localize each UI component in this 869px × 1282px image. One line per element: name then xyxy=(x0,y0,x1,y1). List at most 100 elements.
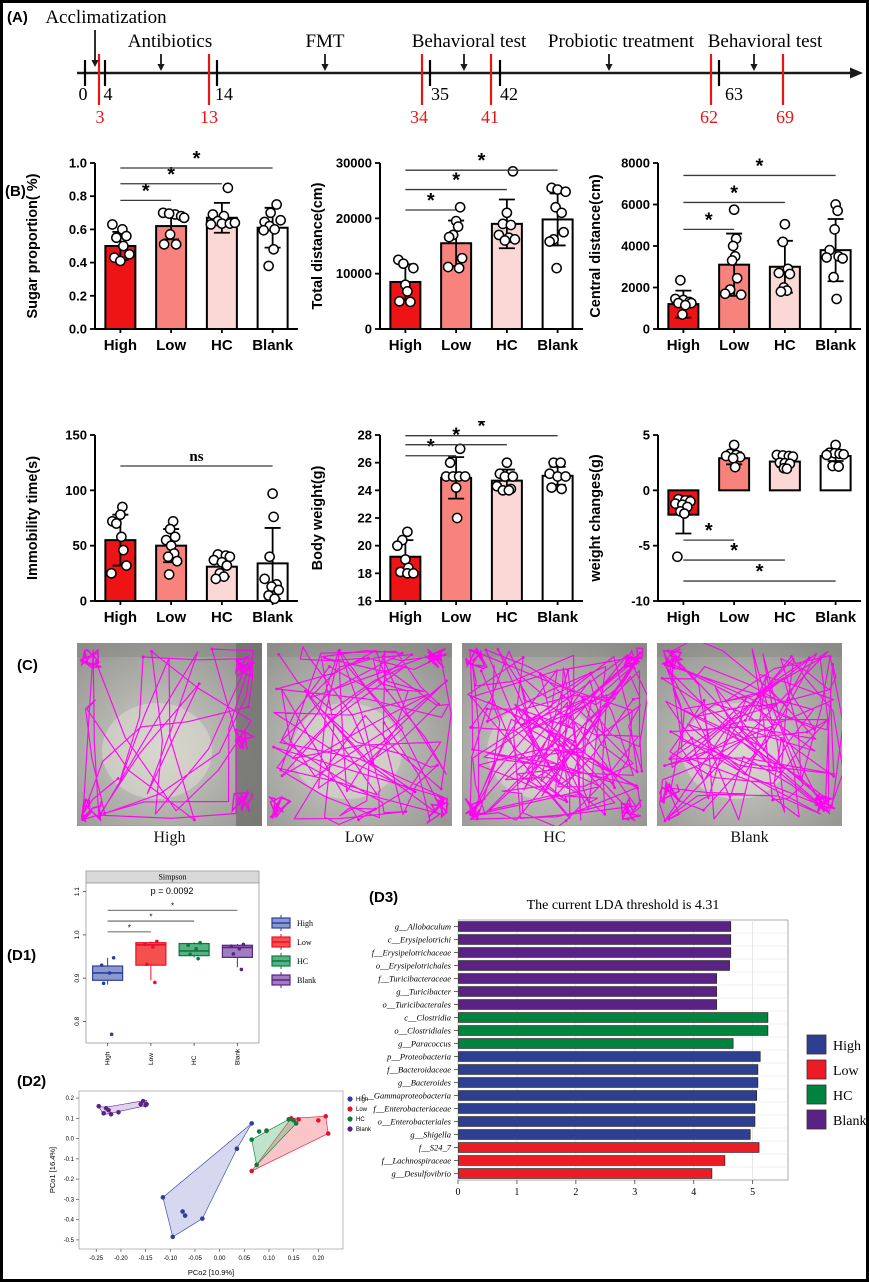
svg-text:HC: HC xyxy=(774,609,796,626)
pcoa-scatter: -0.25 -0.20 -0.15 -0.10 -0.05 0.00 0.05 0.10 0.1… xyxy=(43,1081,373,1279)
simpson-svg: Simpson 0.8 0.9 1.0 1.1 High Low HC Blank * * * p = … xyxy=(74,870,316,1065)
svg-text:c__Clostridia: c__Clostridia xyxy=(404,1013,451,1023)
svg-text:13: 13 xyxy=(200,107,218,127)
svg-text:0.0: 0.0 xyxy=(66,1137,75,1143)
svg-text:Low: Low xyxy=(297,938,312,947)
svg-text:p = 0.0092: p = 0.0092 xyxy=(151,886,194,896)
svg-text:High: High xyxy=(667,337,700,354)
svg-text:0.1: 0.1 xyxy=(66,1116,75,1122)
svg-text:22: 22 xyxy=(358,511,372,526)
experiment-timeline: 0 4 14 35 42 63 3 13 34 41 62 69 Acclimatization Anti… xyxy=(3,3,866,145)
svg-text:*: * xyxy=(427,436,435,458)
svg-text:HC: HC xyxy=(774,337,796,354)
svg-text:10000: 10000 xyxy=(336,266,372,281)
track-image-low xyxy=(267,643,455,826)
pcoa-svg: -0.25 -0.20 -0.15 -0.10 -0.05 0.00 0.05 0.10 0.1… xyxy=(48,1090,372,1277)
svg-text:Blank: Blank xyxy=(252,609,294,626)
svg-text:63: 63 xyxy=(725,84,743,104)
svg-text:Central distance(cm): Central distance(cm) xyxy=(588,174,604,318)
svg-text:f__Bacteroidaceae: f__Bacteroidaceae xyxy=(387,1065,451,1075)
svg-text:0.8: 0.8 xyxy=(74,1016,81,1025)
svg-text:Blank: Blank xyxy=(815,337,857,354)
open-field-track-blank: Blank xyxy=(657,643,845,851)
svg-text:Low: Low xyxy=(719,337,749,354)
svg-text:26: 26 xyxy=(358,455,372,470)
svg-text:35: 35 xyxy=(431,84,449,104)
svg-text:*: * xyxy=(756,561,764,583)
svg-text:High: High xyxy=(104,609,137,626)
svg-text:0: 0 xyxy=(456,1187,461,1198)
svg-text:-0.20: -0.20 xyxy=(114,1256,128,1262)
sugar-proportion-chart: 0.0 0.2 0.4 0.6 0.8 1.0 High Low HC Blank * * * Sugar… xyxy=(17,149,307,361)
svg-text:-5: -5 xyxy=(638,538,650,553)
svg-text:High: High xyxy=(833,1039,861,1054)
svg-text:0.4: 0.4 xyxy=(69,255,88,270)
central-svg: 0 2000 4000 6000 8000 High Low HC Blank * * * Centra… xyxy=(588,155,861,354)
svg-text:*: * xyxy=(171,902,174,911)
weight-changes-chart: -10 -5 0 5 High Low HC Blank * * * weight changes(g… xyxy=(580,421,866,633)
svg-text:1: 1 xyxy=(514,1187,519,1198)
svg-text:0.15: 0.15 xyxy=(288,1256,300,1262)
svg-text:ns: ns xyxy=(189,449,203,465)
svg-text:Sugar proportion( %): Sugar proportion( %) xyxy=(25,173,41,318)
svg-text:Blank: Blank xyxy=(537,609,579,626)
svg-text:0.8: 0.8 xyxy=(69,189,87,204)
svg-text:PCo2 [10.9%]: PCo2 [10.9%] xyxy=(188,1268,234,1277)
svg-text:0: 0 xyxy=(80,594,87,609)
svg-text:Low: Low xyxy=(441,337,471,354)
panel-label-d1: (D1) xyxy=(7,947,37,964)
svg-text:2000: 2000 xyxy=(621,280,650,295)
svg-text:0: 0 xyxy=(643,483,650,498)
svg-text:High: High xyxy=(104,337,137,354)
immobility-time-chart: 0 50 100 150 High Low HC Blank ns Immobility time… xyxy=(17,421,307,633)
svg-text:0.05: 0.05 xyxy=(238,1256,250,1262)
svg-text:16: 16 xyxy=(358,594,372,609)
svg-text:*: * xyxy=(427,190,435,212)
svg-text:-0.15: -0.15 xyxy=(139,1256,153,1262)
svg-text:8000: 8000 xyxy=(621,156,650,171)
svg-text:Blank: Blank xyxy=(833,1114,866,1129)
svg-text:p__Proteobacteria: p__Proteobacteria xyxy=(386,1052,451,1062)
svg-text:HC: HC xyxy=(496,609,518,626)
svg-text:f__Erysipelotrichaceae: f__Erysipelotrichaceae xyxy=(372,948,452,958)
svg-text:High: High xyxy=(297,919,313,928)
svg-text:f__Enterobacteriaceae: f__Enterobacteriaceae xyxy=(373,1104,451,1114)
track-image-blank xyxy=(657,643,845,826)
svg-text:High: High xyxy=(389,609,422,626)
svg-text:*: * xyxy=(142,180,150,202)
svg-text:o__Turicibacterales: o__Turicibacterales xyxy=(383,1000,452,1010)
svg-text:HC: HC xyxy=(496,337,518,354)
svg-text:Antibiotics: Antibiotics xyxy=(128,31,212,52)
track-label-low: Low xyxy=(344,829,375,846)
track-label-hc: HC xyxy=(543,829,566,846)
svg-text:*: * xyxy=(149,913,152,922)
svg-text:*: * xyxy=(478,421,486,438)
panel-label-d3: (D3) xyxy=(369,889,399,906)
svg-text:42: 42 xyxy=(500,84,518,104)
svg-text:g__Paracoccus: g__Paracoccus xyxy=(398,1039,452,1049)
svg-text:*: * xyxy=(452,170,460,192)
svg-text:0: 0 xyxy=(79,84,88,104)
svg-text:f__Lachnospiraceae: f__Lachnospiraceae xyxy=(382,1156,452,1166)
sugar-svg: 0.0 0.2 0.4 0.6 0.8 1.0 High Low HC Blank * * * Sugar… xyxy=(25,149,298,354)
total-distance-chart: 0 10000 20000 30000 High Low HC Blank * * * Total d… xyxy=(302,149,592,361)
panel-label-d2: (D2) xyxy=(17,1073,47,1090)
svg-text:c__Gammaproteobacteria: c__Gammaproteobacteria xyxy=(362,1091,451,1101)
panel-label-a: (A) xyxy=(7,9,28,26)
svg-text:-0.10: -0.10 xyxy=(163,1256,177,1262)
svg-text:HC: HC xyxy=(211,609,233,626)
svg-text:Blank: Blank xyxy=(252,337,294,354)
svg-text:3: 3 xyxy=(632,1187,637,1198)
svg-text:3: 3 xyxy=(96,107,105,127)
svg-text:o__Enterobacteriales: o__Enterobacteriales xyxy=(378,1117,452,1127)
track-svg-low xyxy=(267,643,452,826)
svg-text:*: * xyxy=(478,150,486,172)
svg-text:PCo1 [16.4%]: PCo1 [16.4%] xyxy=(48,1147,57,1193)
total-svg: 0 10000 20000 30000 High Low HC Blank * * * Total d… xyxy=(310,150,583,354)
svg-text:6000: 6000 xyxy=(621,197,650,212)
svg-text:Blank: Blank xyxy=(537,337,579,354)
central-distance-chart: 0 2000 4000 6000 8000 High Low HC Blank * * * Centra… xyxy=(580,149,866,361)
svg-text:Low: Low xyxy=(833,1064,860,1079)
track-label-high: High xyxy=(153,829,186,846)
